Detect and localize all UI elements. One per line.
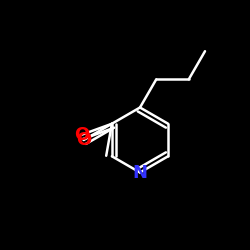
Text: N: N: [132, 164, 148, 182]
Text: O: O: [74, 126, 89, 144]
Text: O: O: [76, 131, 91, 149]
